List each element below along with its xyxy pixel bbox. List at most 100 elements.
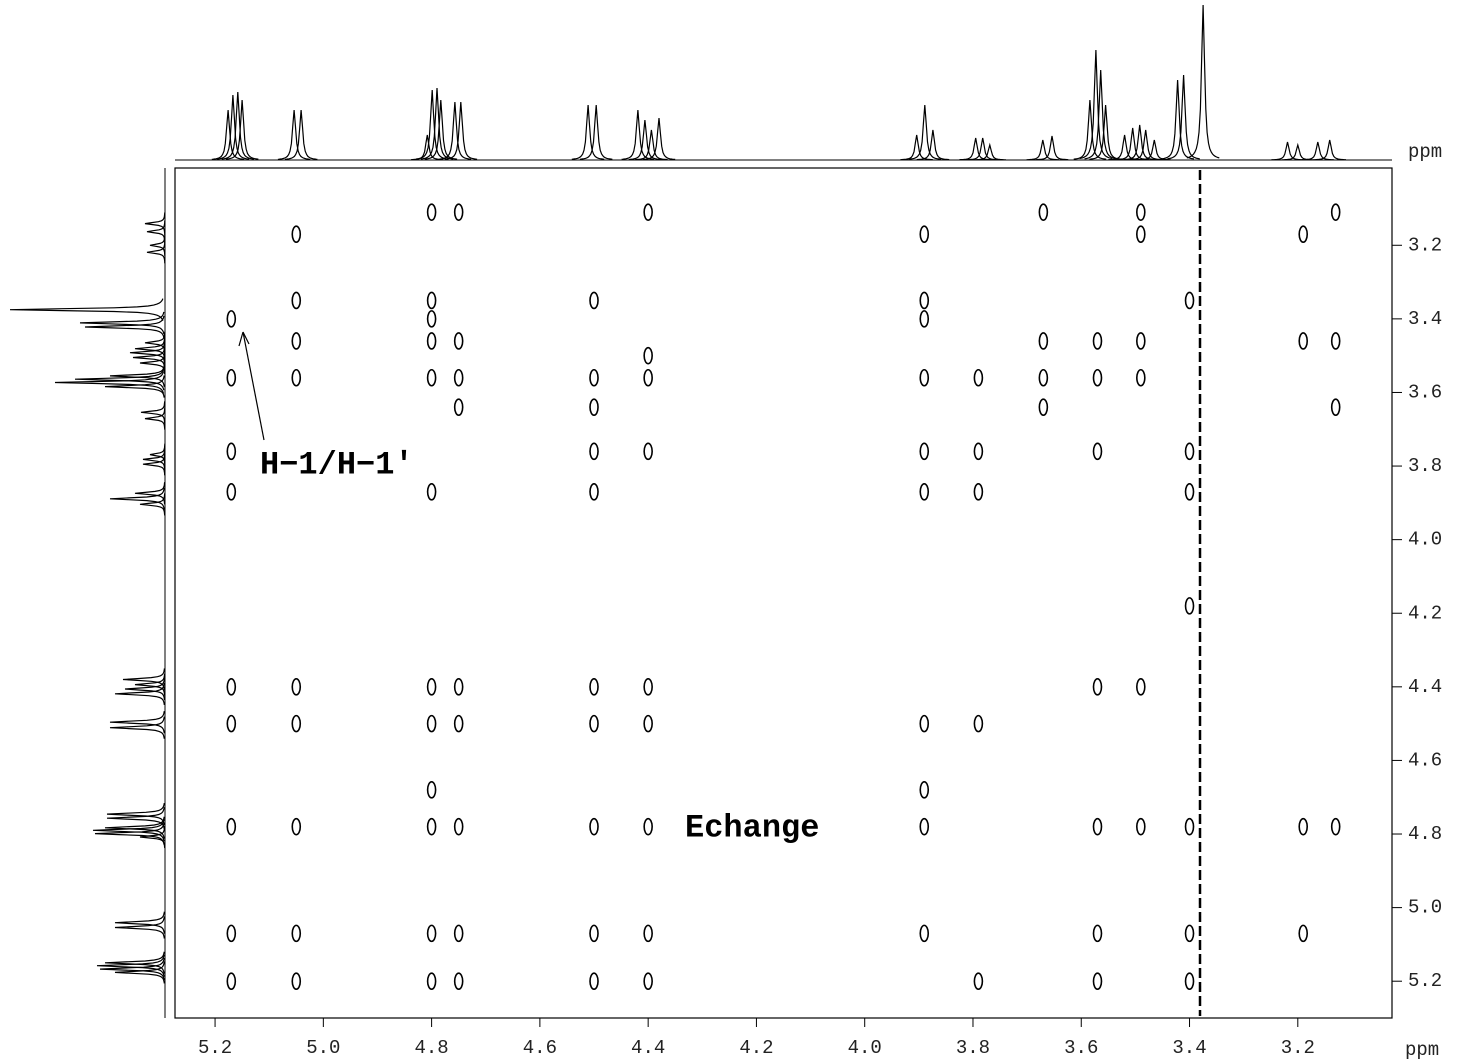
- cross-peak: [920, 370, 928, 386]
- cross-peak: [227, 311, 235, 327]
- cross-peak: [1093, 679, 1101, 695]
- cross-peak: [1093, 443, 1101, 459]
- cross-peak: [974, 716, 982, 732]
- cross-peak: [292, 679, 300, 695]
- cross-peak: [1039, 333, 1047, 349]
- cross-peak: [428, 333, 436, 349]
- cross-peak: [920, 226, 928, 242]
- cross-peak: [590, 716, 598, 732]
- cross-peak: [1137, 819, 1145, 835]
- x-tick-label: 5.0: [306, 1037, 340, 1059]
- cross-peak: [1039, 204, 1047, 220]
- cross-peak: [292, 333, 300, 349]
- cross-peak: [1299, 226, 1307, 242]
- projection-peak: [55, 372, 164, 394]
- cross-peak: [1137, 226, 1145, 242]
- cross-peak: [974, 443, 982, 459]
- x-tick-label: 4.0: [848, 1037, 882, 1059]
- x-tick-label: 3.6: [1064, 1037, 1098, 1059]
- cross-peak: [1186, 973, 1194, 989]
- y-tick-label: 5.2: [1408, 970, 1442, 992]
- cross-peak: [455, 399, 463, 415]
- cross-peak: [644, 716, 652, 732]
- x-tick-label: 4.8: [415, 1037, 449, 1059]
- cross-peak: [455, 679, 463, 695]
- cross-peak: [227, 819, 235, 835]
- x-tick-label: 3.2: [1281, 1037, 1315, 1059]
- annotation-arrow: [243, 332, 264, 440]
- chart: ppm ppm H−1/H−1′ Echange 5.25.04.84.64.4…: [0, 0, 1461, 1063]
- cross-peak: [455, 819, 463, 835]
- cross-peak: [1093, 925, 1101, 941]
- projection-peak: [580, 105, 613, 159]
- cross-peak: [1093, 819, 1101, 835]
- projection-peak: [110, 717, 164, 739]
- cross-peak: [428, 370, 436, 386]
- cross-peak: [920, 782, 928, 798]
- cross-peak: [455, 370, 463, 386]
- cross-peak: [1186, 819, 1194, 835]
- cross-peak: [920, 716, 928, 732]
- y-tick-label: 4.0: [1408, 529, 1442, 551]
- cross-peak: [590, 925, 598, 941]
- projection-peak: [107, 803, 164, 825]
- cross-peak: [428, 782, 436, 798]
- cross-peak: [1332, 333, 1340, 349]
- cross-peak: [292, 370, 300, 386]
- projection-peak: [445, 102, 478, 159]
- projection-peak: [10, 299, 163, 321]
- cross-peak: [1332, 819, 1340, 835]
- cross-peak: [974, 484, 982, 500]
- cross-peak: [227, 484, 235, 500]
- cross-peak: [1137, 333, 1145, 349]
- cross-peak: [1137, 370, 1145, 386]
- cross-peak: [644, 204, 652, 220]
- cross-peak: [428, 204, 436, 220]
- cross-peak: [974, 973, 982, 989]
- cross-peak: [1186, 292, 1194, 308]
- y-tick-label: 3.6: [1408, 381, 1442, 403]
- x-tick-label: 4.4: [631, 1037, 665, 1059]
- cross-peak: [1039, 399, 1047, 415]
- cross-peak: [644, 443, 652, 459]
- plot-frame: [175, 168, 1392, 1018]
- cross-peak: [920, 292, 928, 308]
- cross-peak: [428, 292, 436, 308]
- cross-peak: [1093, 973, 1101, 989]
- cross-peak: [590, 484, 598, 500]
- cross-peak: [1332, 399, 1340, 415]
- cross-peak: [227, 973, 235, 989]
- cross-peak: [428, 925, 436, 941]
- annotation: Echange: [685, 809, 819, 846]
- projection-peak: [80, 312, 164, 334]
- y-tick-label: 4.8: [1408, 823, 1442, 845]
- y-tick-label: 4.4: [1408, 676, 1442, 698]
- projection-peak: [439, 102, 472, 159]
- y-tick-label: 3.8: [1408, 455, 1442, 477]
- cross-peak: [1137, 204, 1145, 220]
- cross-peak: [455, 716, 463, 732]
- cross-peak: [590, 399, 598, 415]
- cross-peak: [1186, 443, 1194, 459]
- projection-peak: [110, 711, 164, 733]
- cross-peak: [590, 679, 598, 695]
- cross-peak: [1093, 333, 1101, 349]
- projection-peak: [1167, 75, 1200, 159]
- x-unit-label: ppm: [1405, 1039, 1439, 1061]
- cross-peak: [590, 973, 598, 989]
- y-tick-label: 3.4: [1408, 308, 1442, 330]
- cross-peak: [590, 819, 598, 835]
- cross-peak: [920, 311, 928, 327]
- cross-peak: [1186, 484, 1194, 500]
- cross-peak: [1186, 598, 1194, 614]
- projection-peak: [1080, 50, 1113, 159]
- cross-peak: [644, 679, 652, 695]
- cross-peak: [428, 716, 436, 732]
- projection-peak: [1187, 5, 1220, 158]
- cross-peak: [455, 204, 463, 220]
- cross-peak: [644, 819, 652, 835]
- cross-peak: [920, 819, 928, 835]
- cross-peak: [1299, 819, 1307, 835]
- cross-peak: [1137, 679, 1145, 695]
- cross-peak: [428, 311, 436, 327]
